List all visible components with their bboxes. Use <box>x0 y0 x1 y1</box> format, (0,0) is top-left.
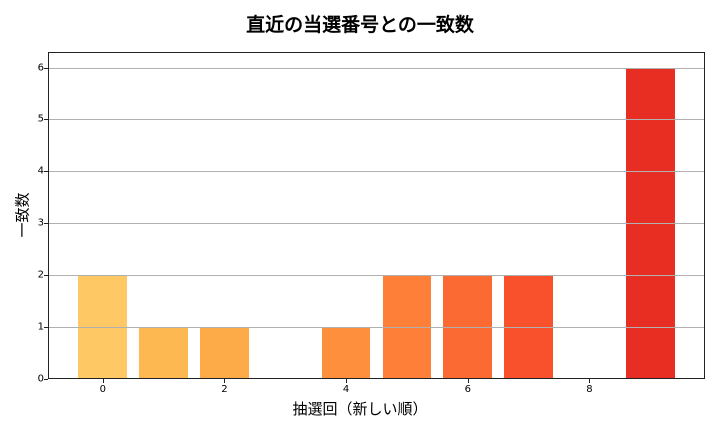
x-tick-label: 6 <box>464 384 471 395</box>
x-tick-mark <box>589 379 591 383</box>
x-tick-mark <box>346 379 348 383</box>
gridline <box>49 223 704 225</box>
bar <box>625 67 675 378</box>
x-tick-label: 4 <box>342 384 350 395</box>
x-tick-mark <box>102 379 104 383</box>
y-tick-label: 2 <box>37 269 44 281</box>
y-axis-label: 一致数 <box>13 192 32 238</box>
x-tick-label: 8 <box>586 384 593 395</box>
y-tick-label: 0 <box>37 373 44 385</box>
y-tick-mark <box>44 67 48 69</box>
gridline <box>49 275 704 277</box>
y-tick-mark <box>44 379 48 380</box>
gridline <box>49 327 704 329</box>
gridline <box>49 67 704 69</box>
x-tick-label: 2 <box>221 384 228 395</box>
y-tick-mark <box>44 119 48 121</box>
bar <box>443 275 493 378</box>
y-tick-label: 3 <box>37 217 44 229</box>
gridline <box>49 171 704 173</box>
bar <box>78 275 128 378</box>
x-tick-mark <box>224 379 226 383</box>
gridline <box>49 119 704 121</box>
bar <box>200 327 249 378</box>
y-tick-label: 6 <box>37 62 44 74</box>
x-tick-mark <box>467 379 469 383</box>
plot-area <box>48 52 705 379</box>
y-tick-mark <box>44 327 48 329</box>
y-tick-label: 4 <box>37 165 44 177</box>
x-tick-label: 0 <box>99 384 106 395</box>
bar <box>321 327 371 378</box>
bar <box>139 327 188 378</box>
y-tick-label: 5 <box>37 113 44 125</box>
x-axis-label: 抽選回（新しい順） <box>292 400 428 418</box>
y-tick-label: 1 <box>37 321 44 333</box>
y-tick-mark <box>44 171 48 173</box>
chart-title: 直近の当選番号との一致数 <box>246 14 474 36</box>
bar <box>382 275 432 378</box>
y-tick-mark <box>44 275 48 277</box>
y-tick-mark <box>44 223 48 225</box>
bar <box>504 275 553 378</box>
